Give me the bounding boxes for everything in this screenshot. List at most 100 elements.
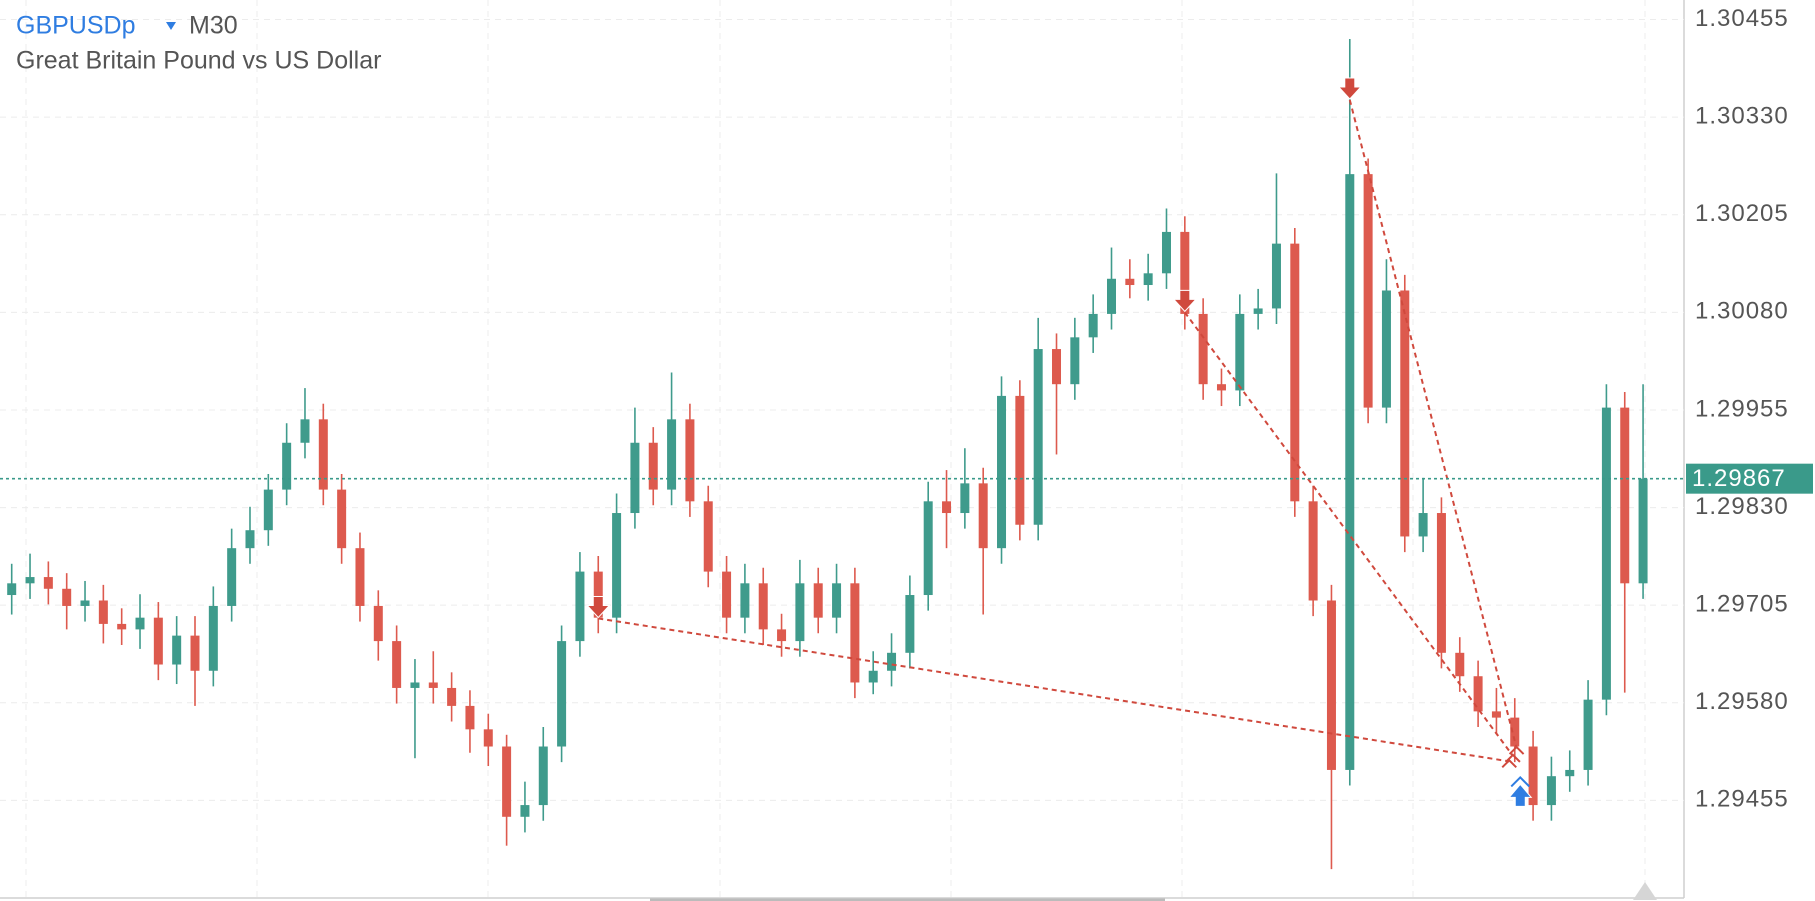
candle-body <box>1491 711 1501 718</box>
y-tick-label: 1.30330 <box>1695 102 1789 129</box>
candle-body <box>1070 337 1080 385</box>
candle-body <box>43 577 53 589</box>
candle-body <box>80 600 90 606</box>
candle-body <box>208 605 218 671</box>
candle-body <box>1400 290 1410 537</box>
trade-open-arrow <box>586 595 611 619</box>
buy-arrow <box>1508 783 1533 807</box>
candle-body <box>1381 290 1391 408</box>
candle-body <box>1345 174 1355 770</box>
candle-body <box>887 652 897 671</box>
candle-body <box>795 583 805 642</box>
trade-open-arrow <box>1172 289 1197 313</box>
candle-body <box>997 395 1007 549</box>
y-tick-label: 1.29830 <box>1695 493 1789 520</box>
y-tick-label: 1.29580 <box>1695 688 1789 715</box>
candle-body <box>740 583 750 618</box>
candle-body <box>135 617 145 630</box>
last-price-label: 1.29867 <box>1692 465 1786 492</box>
y-tick-label: 1.29705 <box>1695 591 1789 618</box>
candle-body <box>190 635 200 671</box>
candle-body <box>7 583 17 596</box>
candle-body <box>850 583 860 683</box>
candle-body <box>1271 243 1281 309</box>
candle-body <box>98 600 108 624</box>
candle-body <box>960 483 970 514</box>
trade-open-arrow <box>1337 77 1362 100</box>
candle-body <box>318 419 328 490</box>
description: Great Britain Pound vs US Dollar <box>16 47 381 75</box>
candle-body <box>1161 231 1171 274</box>
candle-body <box>300 419 310 443</box>
candle-body <box>648 442 658 490</box>
trade-line <box>598 617 1510 763</box>
trade-close-marker <box>1501 758 1517 769</box>
scroll-to-end[interactable] <box>1633 882 1657 900</box>
candle-body <box>1565 769 1575 777</box>
y-tick-label: 1.29455 <box>1695 786 1789 813</box>
candle-body <box>1418 513 1428 537</box>
trade-line <box>1348 99 1518 749</box>
candle-body <box>1528 746 1538 806</box>
candle-body <box>373 605 383 642</box>
candle-body <box>62 588 72 606</box>
y-tick-label: 1.30205 <box>1695 200 1789 227</box>
candle-body <box>575 571 585 642</box>
plot <box>0 19 1684 870</box>
candle-body <box>1436 513 1446 653</box>
candle-body <box>538 746 548 806</box>
candle-body <box>923 501 933 596</box>
candle-body <box>942 501 952 514</box>
candle-body <box>245 530 255 549</box>
candle-body <box>630 442 640 514</box>
candle-body <box>1143 273 1153 286</box>
symbol-dropdown[interactable] <box>166 22 176 30</box>
candle-body <box>978 483 988 549</box>
candle-body <box>612 513 622 618</box>
candle-body <box>1052 349 1062 385</box>
y-tick-label: 1.30455 <box>1695 5 1789 32</box>
candle-body <box>1088 313 1098 338</box>
trade-close-marker <box>1505 753 1521 763</box>
candle-body <box>1125 278 1135 286</box>
symbol[interactable]: GBPUSDp <box>16 12 135 40</box>
candle-body <box>905 595 915 653</box>
candle-body <box>117 623 127 630</box>
candle-body <box>282 442 292 490</box>
trade-close-marker <box>1508 745 1525 755</box>
candle-body <box>1308 501 1318 601</box>
buy-chevron <box>1510 776 1530 788</box>
candle-body <box>483 729 493 747</box>
y-tick-label: 1.30080 <box>1695 298 1789 325</box>
candle-body <box>1326 600 1336 770</box>
candle-body <box>593 571 603 618</box>
candle-body <box>1638 478 1648 584</box>
candle-body <box>447 687 457 706</box>
candle-body <box>25 577 35 584</box>
trade-line <box>1184 311 1514 757</box>
candle-body <box>428 682 438 688</box>
candle-body <box>1253 308 1263 314</box>
candle-body <box>520 805 530 817</box>
y-tick-label: 1.29955 <box>1695 395 1789 422</box>
candle-body <box>392 641 402 688</box>
candle-body <box>1510 717 1520 747</box>
candle-body <box>667 419 677 490</box>
candle-body <box>1473 676 1483 712</box>
candle-body <box>1363 174 1373 408</box>
candle-body <box>703 501 713 572</box>
candle-body <box>1290 243 1300 502</box>
candle-body <box>1180 231 1190 314</box>
candle-body <box>410 682 420 688</box>
timeframe[interactable]: M30 <box>189 12 238 40</box>
candle-body <box>153 617 163 665</box>
candle-body <box>337 489 347 549</box>
candle-body <box>227 548 237 606</box>
candle-body <box>777 629 787 642</box>
last-price-box <box>1686 463 1813 494</box>
candle-body <box>1015 395 1025 525</box>
candle-body <box>722 571 732 618</box>
candle-body <box>557 641 567 747</box>
candle-body <box>1235 313 1245 391</box>
